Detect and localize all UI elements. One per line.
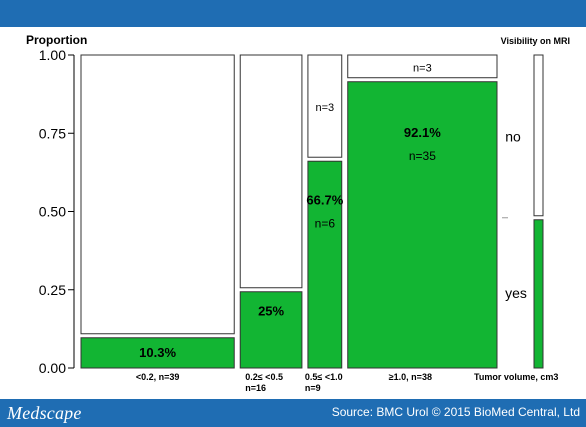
medscape-logo: Medscape [7,403,82,423]
chart-svg: Proportion Visibility on MRI Tumor volum… [26,33,570,393]
mosaic-cells [80,54,498,369]
footer-bar: Medscape Source: BMC Urol © 2015 BioMed … [0,399,586,427]
segment-n-label: n=3 [413,62,432,74]
x-axis-title: Tumor volume, cm3 [474,372,558,382]
mosaic-cell-yes [80,337,235,369]
source-credit: Source: BMC Urol © 2015 BioMed Central, … [331,405,580,419]
segment-n-label: n=3 [315,102,334,114]
mosaic-chart: Proportion Visibility on MRI Tumor volum… [0,27,586,399]
mosaic-cell-no [239,54,303,289]
x-tick-label-line: 0.2≤ <0.5 [245,372,283,382]
x-tick-label: 0.2≤ <0.5 n=16 [245,372,283,393]
segment-pct-label: 66.7% [306,193,343,208]
y-tick-label: 0.75 [39,125,66,141]
x-tick-labels: <0.2, n=39 0.2≤ <0.5 n=16 0.5≤ <1.0 n=9 ≥1.0,… [136,372,432,393]
x-tick-label-line: n=16 [245,383,266,393]
legend-label-no: no [505,128,521,144]
x-tick-label-line: ≥1.0, n=38 [389,372,432,382]
x-tick-label: ≥1.0, n=38 [389,372,432,382]
legend-swatch-no [533,54,544,217]
mosaic-cell-yes [307,160,343,369]
segment-n-label: n=35 [409,149,436,163]
x-tick-label: 0.5≤ <1.0 n=9 [305,372,343,393]
mosaic-cell-yes [239,291,303,369]
segment-pct-label: 25% [258,303,284,318]
y-axis-title: Proportion [26,33,87,47]
segment-n-label: n=6 [315,217,336,231]
legend: no yes [502,54,544,369]
segment-pct-label: 10.3% [139,345,176,360]
mosaic-cell-no [347,54,498,79]
mosaic-cell-no [80,54,235,335]
x-tick-label-line: 0.5≤ <1.0 [305,372,343,382]
mosaic-cell-yes [347,81,498,369]
segment-labels: 10.3% 25% 66.7% n=6 n=3 92.1% n=35 n=3 [139,62,441,360]
header-bar [0,0,586,27]
mosaic-cell-no [307,54,343,158]
y-tick-label: 0.00 [39,360,66,376]
x-tick-label: <0.2, n=39 [136,372,180,382]
y-tick-label: 0.25 [39,282,66,298]
segment-pct-label: 92.1% [404,125,441,140]
x-tick-label-line: n=9 [305,383,321,393]
y-axis: 0.00 0.25 0.50 0.75 1.00 [39,47,75,376]
legend-title: Visibility on MRI [501,36,570,46]
legend-label-yes: yes [505,285,527,301]
y-tick-label: 0.50 [39,204,66,220]
y-tick-label: 1.00 [39,47,66,63]
legend-swatch-yes [533,219,544,369]
x-tick-label-line: <0.2, n=39 [136,372,180,382]
